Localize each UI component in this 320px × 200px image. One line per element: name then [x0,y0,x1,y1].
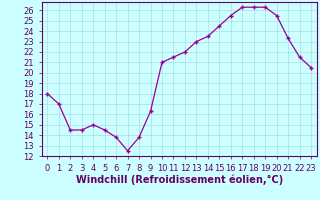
X-axis label: Windchill (Refroidissement éolien,°C): Windchill (Refroidissement éolien,°C) [76,174,283,185]
